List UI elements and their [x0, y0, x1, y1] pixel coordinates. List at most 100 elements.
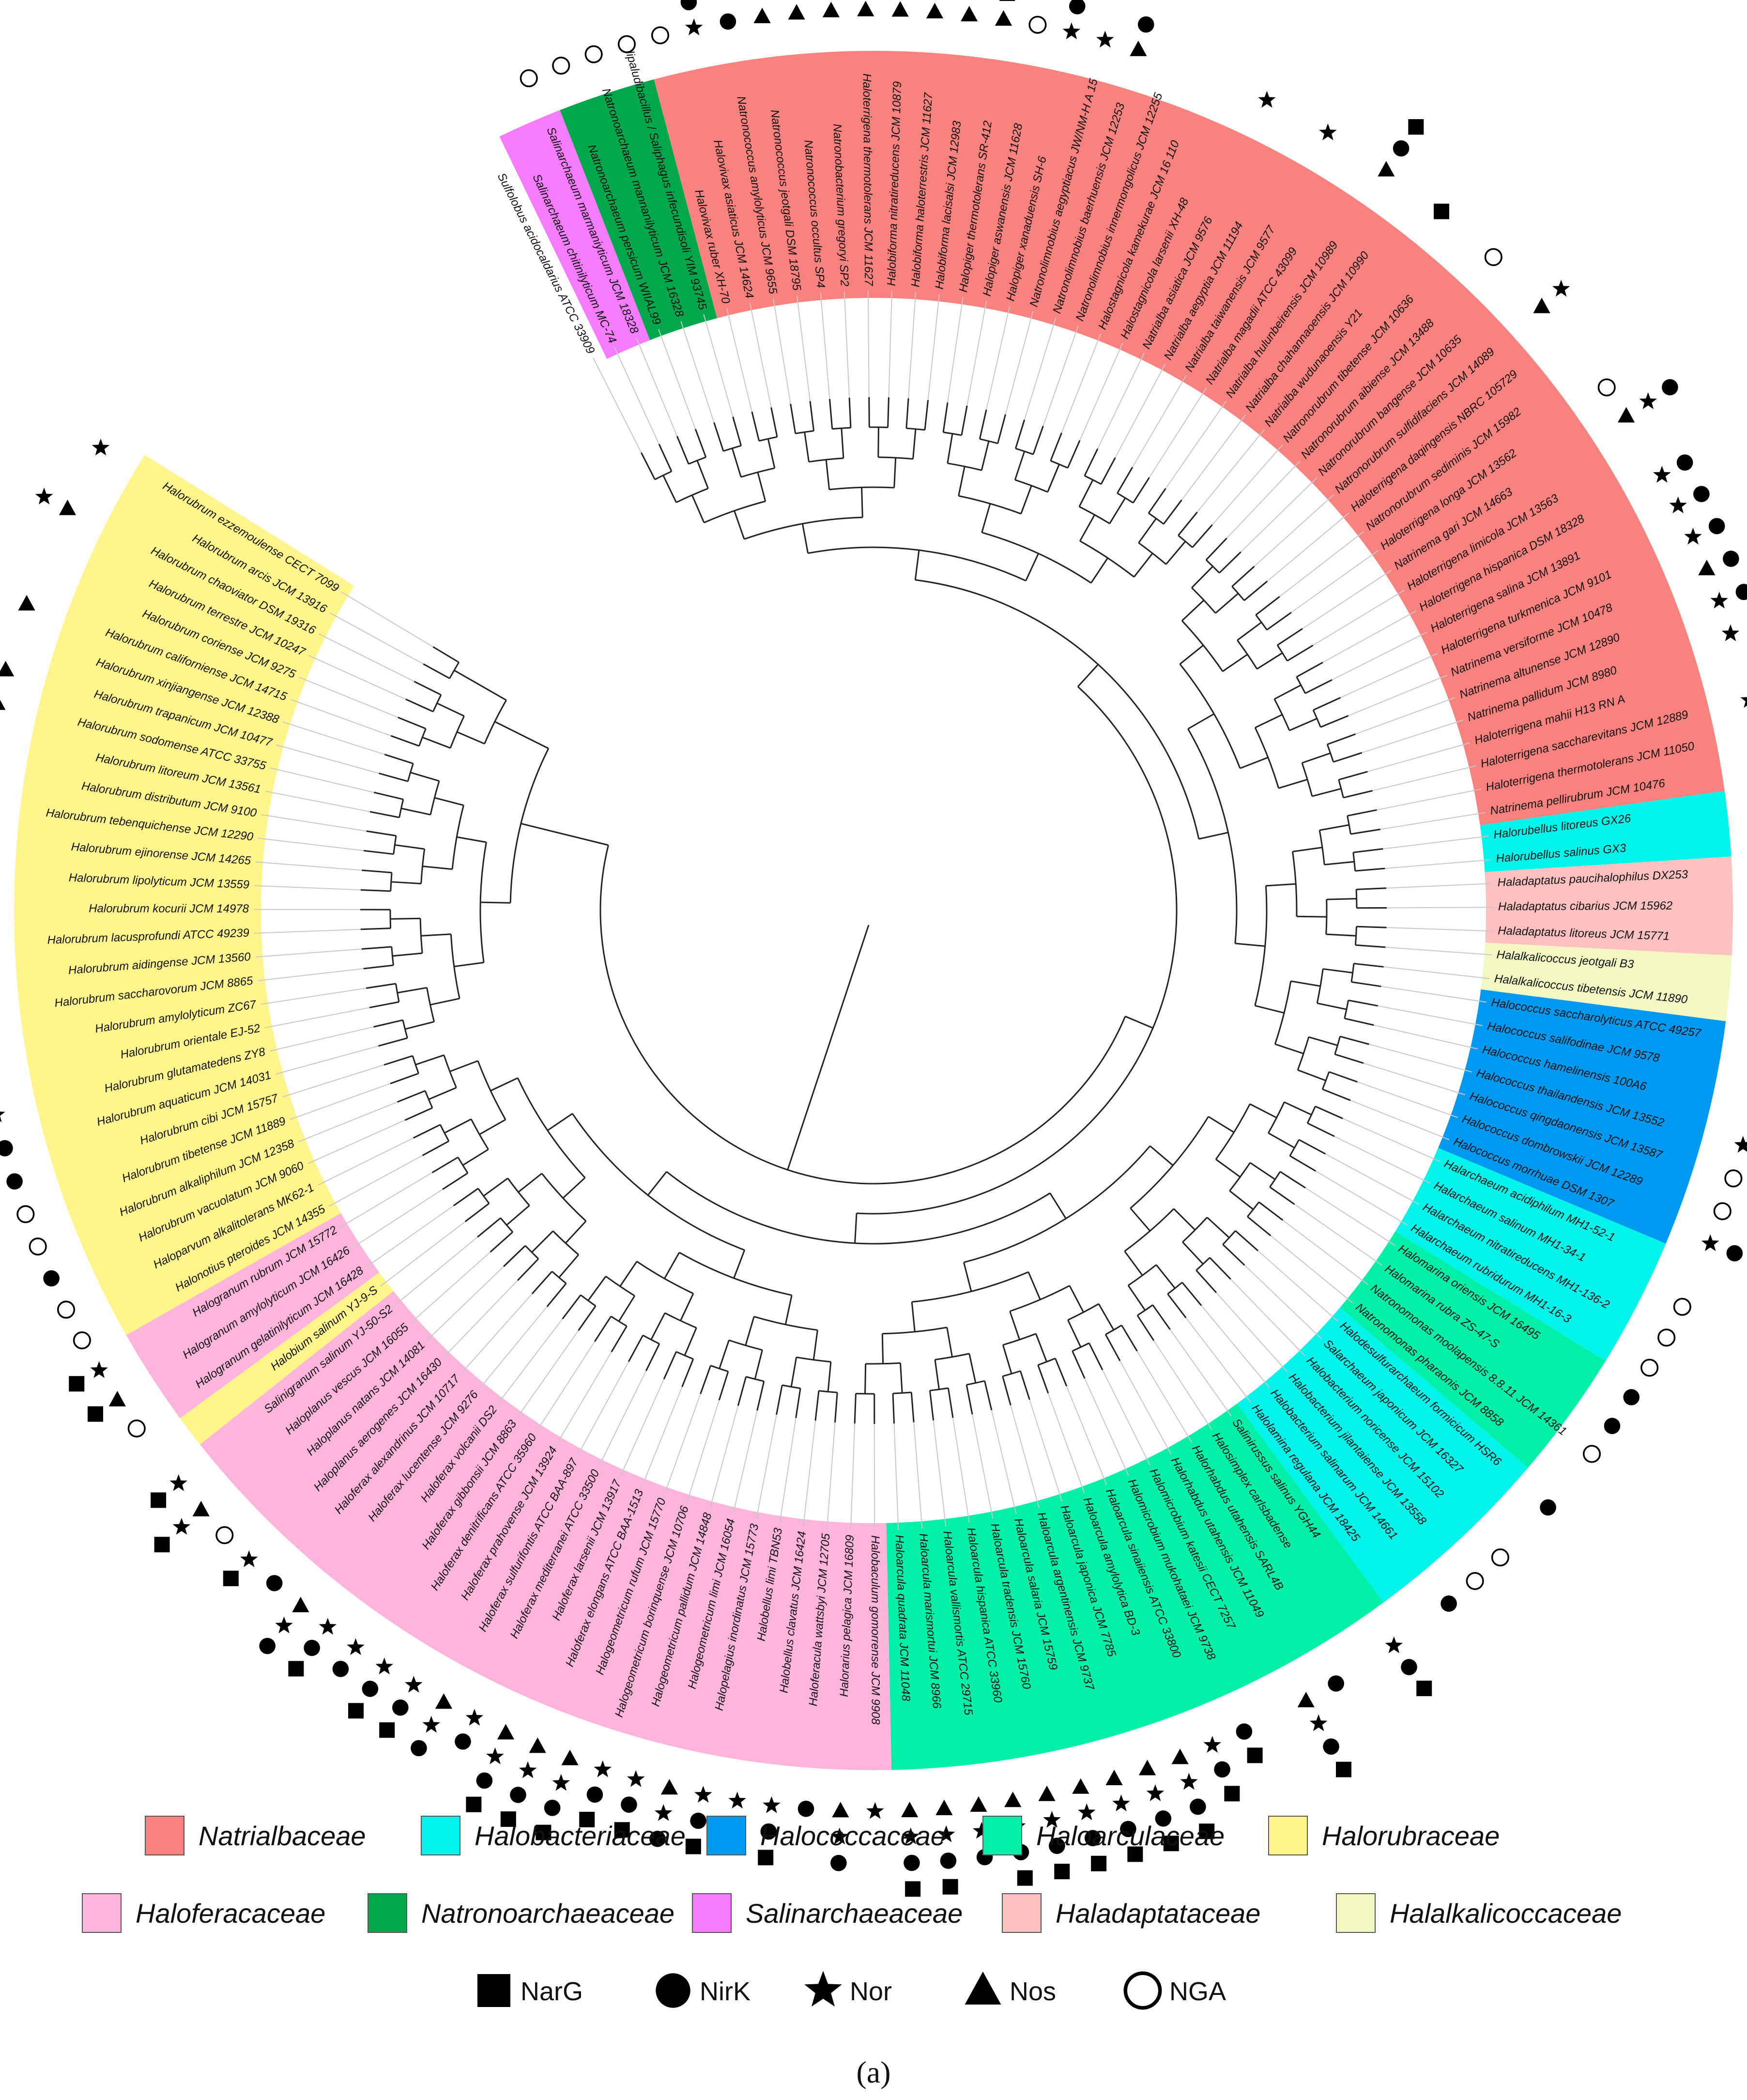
star-icon [866, 1802, 884, 1819]
branch-arc [1191, 587, 1216, 614]
branch [1255, 714, 1308, 789]
leaf-guide [1350, 1100, 1450, 1141]
branch [947, 433, 990, 471]
triangle-icon [0, 661, 15, 677]
family-color-bands [14, 51, 1733, 1770]
branch-arc [1289, 1139, 1300, 1157]
branch [1179, 645, 1269, 769]
branch [373, 1019, 408, 1047]
leaf-guide [986, 306, 1011, 410]
leaf-guide [664, 1393, 701, 1495]
leaf-guide [319, 633, 414, 682]
legend-marker-label-nga: NGA [1169, 1977, 1226, 2006]
circle-icon [1137, 16, 1154, 33]
leaf-guide [1340, 653, 1438, 698]
triangle-icon [1698, 559, 1716, 575]
band-natrialbaceae [654, 51, 1725, 825]
leaf-guide [620, 1379, 665, 1477]
circle-icon [1190, 1798, 1206, 1815]
circle-icon [1623, 1389, 1640, 1405]
branch [1009, 1285, 1084, 1340]
circle-icon [1084, 1830, 1101, 1847]
branch [1317, 968, 1353, 1010]
star-icon [1043, 1810, 1061, 1828]
leaf-guide [680, 321, 715, 423]
branch [881, 1327, 953, 1364]
branch [390, 716, 426, 747]
triangle-icon [1038, 1785, 1056, 1801]
band-halococcaceae [1438, 989, 1726, 1244]
leaf-guide [410, 1251, 491, 1324]
open-circle-icon [1582, 1445, 1601, 1463]
triangle-icon [435, 1693, 453, 1709]
open-circle-icon [73, 1331, 91, 1350]
branch-arc [419, 918, 423, 954]
square-icon [466, 1796, 482, 1812]
star-icon [1653, 465, 1671, 483]
branch [1247, 1201, 1284, 1236]
star-icon [1078, 1803, 1096, 1821]
circle-icon [332, 1661, 349, 1677]
leaf-guide [276, 744, 379, 774]
branch-arc [1117, 493, 1134, 504]
triangle-icon [1297, 1692, 1315, 1708]
circle-icon [1441, 1595, 1457, 1612]
branch [547, 1113, 746, 1279]
circle-icon [649, 1830, 666, 1847]
branch-arc [426, 988, 435, 1022]
open-circle-icon [1028, 15, 1047, 34]
branch [662, 460, 709, 503]
star-icon [1203, 1736, 1222, 1753]
branch [647, 1171, 1067, 1219]
star-icon [1096, 31, 1114, 48]
circle-icon [304, 1639, 320, 1656]
branch [421, 933, 460, 1006]
legend-swatch-halalkalicoccaceae [1336, 1893, 1376, 1933]
branch [942, 402, 968, 435]
branch [828, 398, 852, 429]
circle-icon [392, 1699, 409, 1716]
branch [422, 702, 465, 749]
branch-arc [1138, 542, 1167, 565]
star-icon [654, 1804, 673, 1821]
branch [413, 1124, 449, 1157]
branch [503, 1245, 539, 1281]
legend-label-haladaptataceae: Haladaptataceae [1056, 1898, 1260, 1929]
square-icon [379, 1722, 395, 1738]
branch-arc [1038, 1358, 1056, 1366]
branch-arc [580, 1294, 597, 1307]
branch [663, 1351, 694, 1388]
open-circle-icon [16, 1205, 35, 1223]
leaf-guide [755, 1414, 777, 1520]
branch [825, 458, 897, 490]
leaf-guide [991, 1410, 1017, 1514]
leaf-guide [952, 1418, 970, 1523]
band-haloferacaceae [199, 1291, 892, 1770]
leaf-guide [1136, 1351, 1193, 1443]
branch [1274, 980, 1321, 1054]
triangle-icon [18, 595, 35, 611]
circle-icon [1735, 584, 1747, 601]
triangle-icon [1072, 1778, 1089, 1794]
legend-star-icon [804, 1971, 842, 2007]
branch [965, 1380, 993, 1415]
star-icon [1701, 1234, 1719, 1251]
branch-arc [477, 1188, 490, 1204]
leaf-guide [308, 655, 406, 700]
branch [1327, 733, 1363, 763]
circle-icon [43, 1270, 60, 1287]
branch-arc [1338, 779, 1344, 798]
leaf-guide [1181, 414, 1246, 500]
leaf-guide [1377, 788, 1482, 811]
circle-icon [1723, 550, 1739, 567]
branch [1002, 1333, 1048, 1374]
leaf-guide [1149, 387, 1207, 478]
legend-label-halobacteriaceae: Halobacteriaceae [475, 1821, 686, 1851]
branch-arc [1355, 889, 1358, 908]
branch [1130, 1116, 1235, 1232]
triangle-icon [497, 1724, 515, 1740]
branch [719, 1340, 763, 1379]
leaf-guide [577, 1361, 629, 1456]
leaf-guide [1386, 883, 1493, 889]
